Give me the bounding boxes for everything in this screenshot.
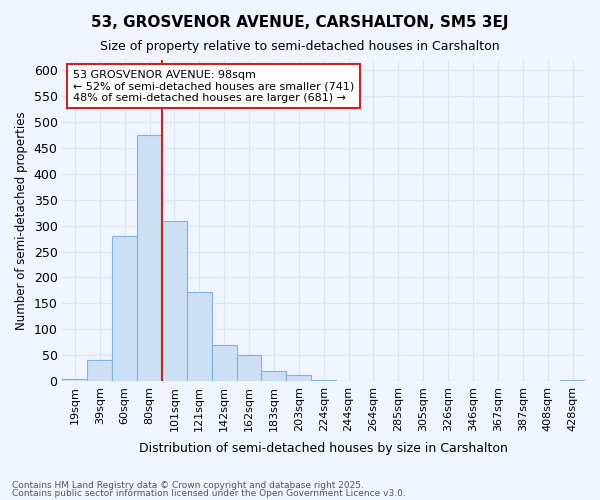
Text: Size of property relative to semi-detached houses in Carshalton: Size of property relative to semi-detach… [100, 40, 500, 53]
Bar [88, 360, 112, 381]
Y-axis label: Number of semi-detached properties: Number of semi-detached properties [15, 111, 28, 330]
X-axis label: Distribution of semi-detached houses by size in Carshalton: Distribution of semi-detached houses by … [139, 442, 508, 455]
Text: 53 GROSVENOR AVENUE: 98sqm
← 52% of semi-detached houses are smaller (741)
48% o: 53 GROSVENOR AVENUE: 98sqm ← 52% of semi… [73, 70, 354, 103]
Text: Contains public sector information licensed under the Open Government Licence v3: Contains public sector information licen… [12, 488, 406, 498]
Bar [112, 236, 137, 381]
Bar [286, 374, 311, 381]
Bar [212, 344, 236, 381]
Bar [560, 380, 585, 381]
Text: Contains HM Land Registry data © Crown copyright and database right 2025.: Contains HM Land Registry data © Crown c… [12, 481, 364, 490]
Text: 53, GROSVENOR AVENUE, CARSHALTON, SM5 3EJ: 53, GROSVENOR AVENUE, CARSHALTON, SM5 3E… [91, 15, 509, 30]
Bar [311, 380, 336, 381]
Bar [162, 222, 187, 381]
Bar [137, 135, 162, 381]
Bar [62, 380, 88, 381]
Bar [187, 292, 212, 381]
Bar [262, 370, 286, 381]
Bar [236, 355, 262, 381]
